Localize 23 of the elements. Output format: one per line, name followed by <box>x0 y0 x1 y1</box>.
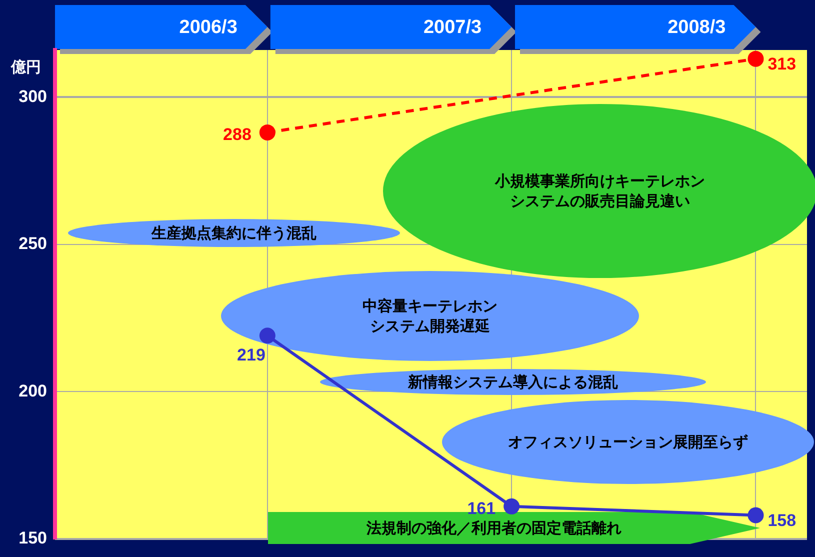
annotation: 新情報システム導入による混乱 <box>408 372 618 392</box>
annotation: オフィスソリューション展開至らず <box>508 432 748 452</box>
y-axis-title: 億円 <box>10 58 41 76</box>
y-tick-label: 300 <box>18 86 47 106</box>
y-tick-label: 250 <box>18 234 47 254</box>
point <box>259 124 276 140</box>
point <box>748 507 764 524</box>
annotation: 小規模事業所向けキーテレホンシステムの販売目論見違い <box>494 170 706 212</box>
point <box>748 50 764 67</box>
x-tick-label: 2007/3 <box>423 17 482 38</box>
annotation: 法規制の強化／利用者の固定電話離れ <box>366 518 622 538</box>
annotation: 中容量キーテレホンシステム開発遅延 <box>362 296 498 336</box>
data-label: 158 <box>768 510 796 530</box>
y-tick-label: 150 <box>18 528 47 548</box>
point <box>259 328 276 344</box>
x-tick-label: 2008/3 <box>668 17 726 38</box>
x-tick-label: 2006/3 <box>179 17 238 38</box>
y-tick-label: 200 <box>18 381 47 400</box>
data-label: 288 <box>223 125 252 144</box>
point <box>504 498 520 514</box>
data-label: 219 <box>237 345 266 364</box>
data-label: 313 <box>768 54 796 74</box>
annotation: 生産拠点集約に伴う混乱 <box>152 222 316 244</box>
